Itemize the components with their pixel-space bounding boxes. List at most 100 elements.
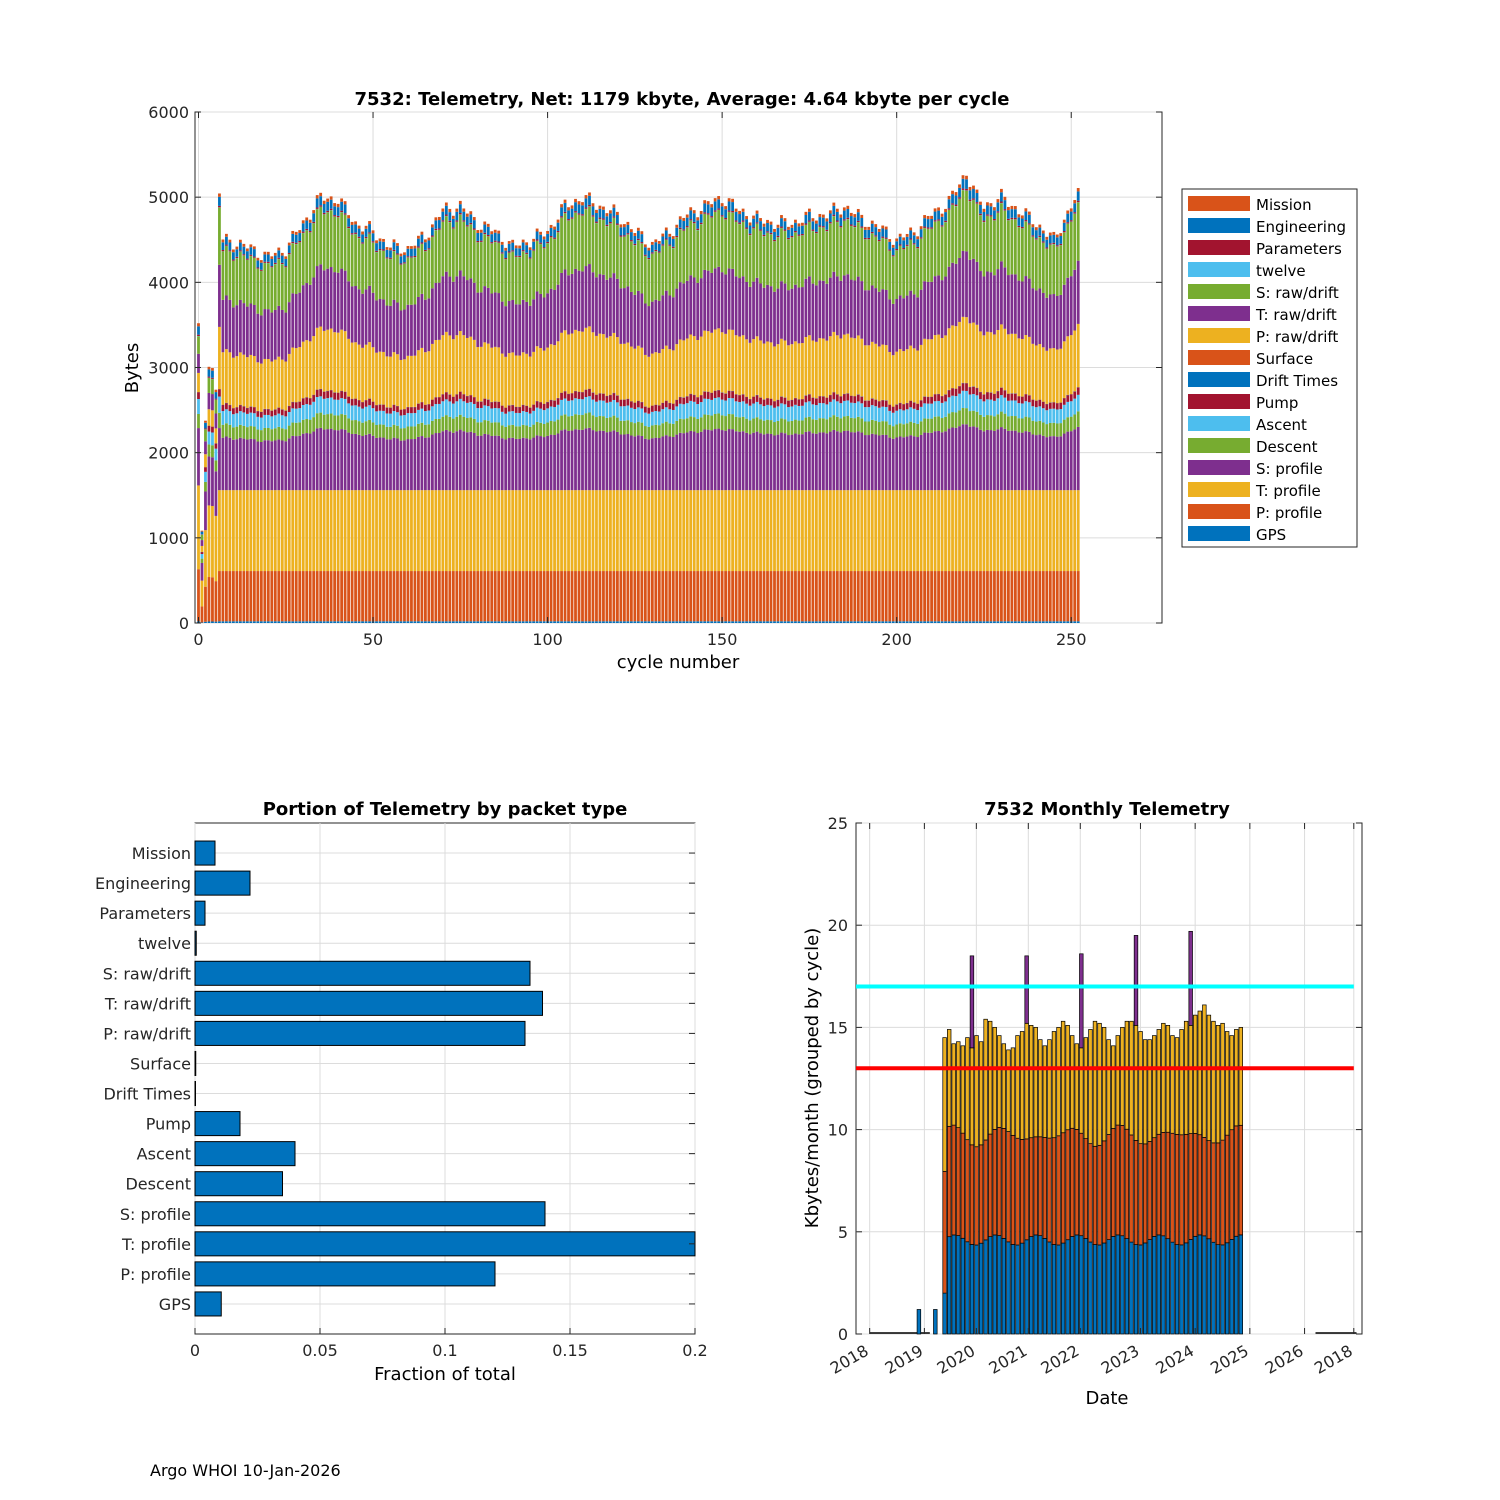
top-bar-segment bbox=[986, 202, 989, 206]
top-bar-segment bbox=[451, 621, 455, 623]
top-bar-segment bbox=[895, 571, 899, 622]
top-bar-segment bbox=[312, 417, 316, 432]
top-bar-segment bbox=[706, 398, 710, 415]
top-bar-segment bbox=[259, 441, 263, 491]
top-bar-segment bbox=[500, 405, 504, 412]
top-bar-segment bbox=[266, 440, 270, 491]
top-bar-segment bbox=[406, 490, 410, 572]
top-bar-segment bbox=[1017, 280, 1021, 339]
top-bar-segment bbox=[476, 571, 480, 622]
top-bar-segment bbox=[752, 432, 755, 491]
top-bar-segment bbox=[472, 229, 476, 283]
top-bar-segment bbox=[842, 220, 846, 276]
top-bar-segment bbox=[225, 403, 228, 410]
top-bar-segment bbox=[284, 429, 288, 442]
top-bar-segment bbox=[654, 251, 658, 300]
top-bar-segment bbox=[598, 274, 602, 334]
top-bar-segment bbox=[333, 272, 337, 333]
top-bar-segment bbox=[626, 224, 630, 234]
top-bar-segment bbox=[657, 251, 661, 253]
top-bar-segment bbox=[225, 233, 228, 237]
top-bar-segment bbox=[811, 397, 815, 405]
top-bar-segment bbox=[972, 185, 975, 190]
fraction-bar bbox=[194, 1261, 496, 1287]
top-bar-segment bbox=[343, 490, 347, 572]
top-bar-segment bbox=[954, 388, 958, 397]
top-bar-segment bbox=[479, 346, 483, 402]
top-bar-segment bbox=[940, 432, 944, 491]
top-bar-segment bbox=[821, 280, 825, 339]
top-bar-segment bbox=[361, 621, 364, 623]
top-bar-segment bbox=[298, 233, 302, 241]
top-bar-stack bbox=[553, 226, 556, 623]
top-bar-segment bbox=[842, 621, 846, 623]
top-bar-segment bbox=[612, 393, 616, 400]
top-bar-segment bbox=[595, 431, 598, 491]
top-bar-segment bbox=[979, 571, 982, 622]
top-bar-segment bbox=[766, 404, 769, 420]
top-bar-segment bbox=[284, 266, 288, 268]
top-bar-stack bbox=[678, 216, 682, 623]
top-legend-label: Parameters bbox=[1256, 240, 1342, 258]
top-bar-segment bbox=[664, 290, 668, 346]
top-bar-segment bbox=[336, 430, 340, 491]
top-bar-segment bbox=[591, 216, 595, 273]
top-bar-segment bbox=[462, 394, 466, 402]
top-bar-segment bbox=[333, 206, 337, 216]
top-bar-stack bbox=[720, 203, 724, 623]
top-bar-segment bbox=[504, 621, 508, 623]
top-bar-segment bbox=[783, 231, 787, 284]
top-bar-segment bbox=[437, 403, 441, 419]
top-bar-segment bbox=[214, 448, 218, 461]
monthly-bar-stack bbox=[1161, 1022, 1166, 1335]
top-bar-segment bbox=[581, 214, 584, 216]
top-bar-segment bbox=[825, 231, 829, 284]
top-bar-segment bbox=[668, 236, 672, 245]
top-bar-segment bbox=[1041, 292, 1045, 348]
top-bar-segment bbox=[350, 224, 354, 234]
top-bar-segment bbox=[605, 432, 609, 491]
top-bar-segment bbox=[731, 212, 735, 269]
top-bar-segment bbox=[682, 229, 686, 231]
top-bar-segment bbox=[563, 202, 567, 212]
monthly-bar-segment bbox=[1042, 1137, 1048, 1239]
top-bar-segment bbox=[249, 303, 253, 355]
fraction-title: Portion of Telemetry by packet type bbox=[263, 799, 628, 820]
top-bar-segment bbox=[828, 431, 832, 491]
top-bar-stack bbox=[357, 225, 361, 623]
top-bar-segment bbox=[476, 621, 480, 623]
top-bar-segment bbox=[570, 430, 574, 491]
fraction-bar bbox=[194, 1291, 222, 1317]
top-bar-segment bbox=[825, 218, 829, 222]
top-bar-segment bbox=[605, 213, 609, 217]
top-bar-segment bbox=[818, 213, 822, 218]
monthly-bar-segment bbox=[978, 1242, 984, 1335]
top-bar-segment bbox=[1024, 571, 1028, 622]
top-bar-segment bbox=[933, 335, 937, 395]
top-bar-segment bbox=[804, 490, 808, 572]
top-bar-segment bbox=[343, 571, 347, 622]
top-bar-segment bbox=[916, 246, 920, 249]
top-bar-segment bbox=[685, 418, 689, 433]
top-bar-segment bbox=[821, 214, 825, 218]
top-bar-segment bbox=[1027, 402, 1031, 418]
top-bar-stack bbox=[1062, 219, 1066, 623]
top-legend-swatch bbox=[1188, 438, 1250, 453]
top-bar-segment bbox=[769, 224, 773, 233]
top-bar-segment bbox=[650, 438, 654, 491]
top-bar-segment bbox=[417, 350, 420, 404]
top-bar-segment bbox=[403, 490, 406, 572]
top-bar-segment bbox=[563, 571, 567, 622]
top-bar-segment bbox=[1045, 621, 1049, 623]
top-bar-segment bbox=[430, 406, 434, 421]
monthly-bar-segment bbox=[1142, 1242, 1148, 1335]
top-bar-stack bbox=[200, 530, 204, 623]
top-bar-stack bbox=[891, 244, 895, 623]
top-bar-segment bbox=[483, 420, 487, 434]
top-bar-segment bbox=[277, 413, 281, 427]
top-bar-segment bbox=[703, 429, 707, 491]
top-bar-segment bbox=[340, 398, 344, 415]
top-bar-segment bbox=[982, 208, 986, 212]
top-bar-segment bbox=[378, 248, 382, 251]
top-bar-segment bbox=[235, 256, 239, 258]
